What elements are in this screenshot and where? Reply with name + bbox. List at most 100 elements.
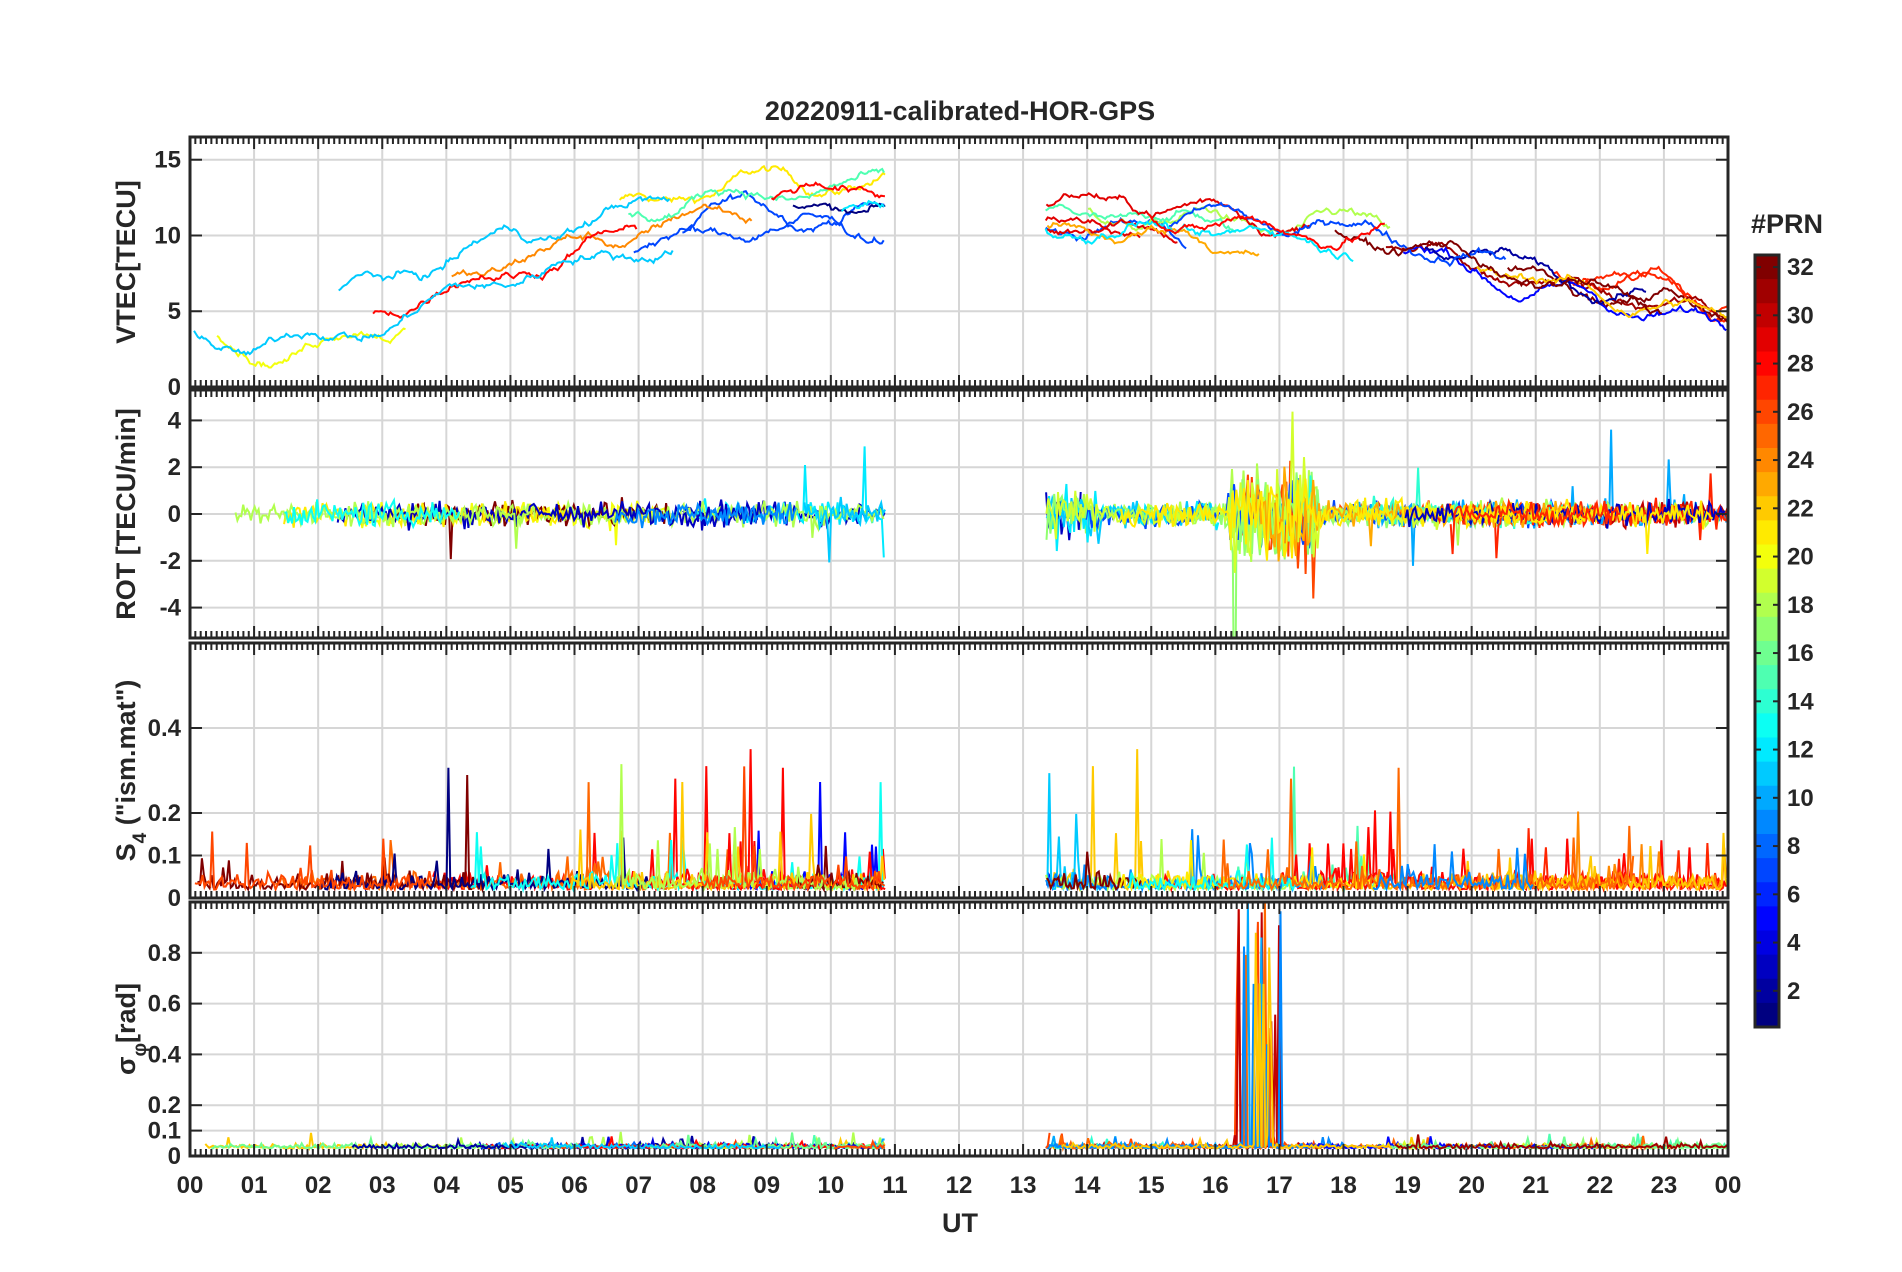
prn-trace (451, 203, 753, 278)
y-tick-label: 0.4 (148, 1041, 182, 1068)
y-tick-label: 0.2 (148, 1092, 181, 1119)
panel-rot: -4 -2 0 2 4 ROT [TECU/min] (111, 388, 1730, 640)
prn-trace (1424, 246, 1647, 305)
colorbar-tick-label: 30 (1787, 302, 1814, 329)
prn-trace (614, 764, 861, 893)
prn-trace (792, 202, 886, 215)
y-tick-label: 10 (154, 222, 181, 249)
chart-title: 20220911-calibrated-HOR-GPS (765, 96, 1155, 126)
x-axis-title: UT (942, 1208, 978, 1238)
x-tick-label: 23 (1651, 1172, 1678, 1199)
prn-trace (1507, 265, 1728, 323)
prn-trace (1334, 229, 1663, 316)
x-tick-label: 08 (689, 1172, 716, 1199)
colorbar-tick-label: 4 (1787, 930, 1801, 957)
prn-trace (1573, 265, 1728, 324)
series-traces (204, 902, 1728, 1153)
colorbar-swatch (1755, 327, 1779, 353)
panel-s4: 0 0.1 0.2 0.4S4 ("ism.mat") (111, 641, 1730, 912)
colorbar-tick-label: 18 (1787, 592, 1814, 619)
colorbar-title: #PRN (1751, 209, 1823, 239)
colorbar-swatch (1755, 809, 1779, 835)
y-tick-label: 0.1 (148, 1118, 181, 1145)
colorbar-tick-label: 16 (1787, 640, 1814, 667)
prn-trace (803, 496, 886, 563)
prn-trace (1045, 192, 1311, 239)
prn-trace (770, 181, 886, 201)
y-tick-label: 0.2 (148, 800, 181, 827)
x-tick-label: 00 (1715, 1172, 1742, 1199)
colorbar-tick-label: 26 (1787, 399, 1814, 426)
prn-trace (194, 831, 433, 893)
x-tick-label: 20 (1458, 1172, 1485, 1199)
x-axis-tick-labels: 00 01 02 03 04 05 06 07 08 09 10 11 12 13 14 15 16 17 18 19… (177, 1172, 1742, 1199)
colorbar-tick-label: 14 (1787, 688, 1814, 715)
x-tick-label: 00 (177, 1172, 204, 1199)
colorbar-swatch (1755, 375, 1779, 401)
colorbar-tick-label: 8 (1787, 833, 1800, 860)
x-tick-label: 01 (241, 1172, 268, 1199)
colorbar-tick-label: 32 (1787, 254, 1814, 281)
series-traces (234, 411, 1728, 638)
colorbar-swatch (1755, 858, 1779, 883)
y-tick-label: 2 (168, 454, 181, 481)
colorbar-swatch (1755, 761, 1779, 787)
prn-trace (336, 499, 764, 531)
x-tick-label: 10 (817, 1172, 844, 1199)
series-traces (193, 164, 1728, 369)
prn-trace (372, 224, 638, 319)
colorbar-tick-label: 28 (1787, 351, 1814, 378)
y-tick-label: 0 (168, 1143, 181, 1170)
colorbar-tick-label: 6 (1787, 881, 1800, 908)
y-axis-title: VTEC[TECU] (111, 180, 141, 344)
y-tick-label: -2 (160, 548, 181, 575)
prn-trace (1449, 499, 1620, 555)
prn-trace (1372, 844, 1534, 893)
colorbar-tick-label: 24 (1787, 447, 1814, 474)
prn-trace (700, 766, 886, 893)
prn-trace (1168, 201, 1507, 268)
x-tick-label: 07 (625, 1172, 652, 1199)
prn-trace (633, 212, 885, 254)
prn-trace (1060, 932, 1426, 1151)
x-tick-label: 03 (369, 1172, 396, 1199)
x-tick-label: 11 (882, 1172, 907, 1199)
x-tick-label: 22 (1586, 1172, 1613, 1199)
prn-trace (841, 199, 885, 212)
colorbar-tick-label: 12 (1787, 737, 1814, 764)
prn-trace (1471, 832, 1728, 893)
prn-trace (1476, 265, 1728, 319)
y-tick-label: -4 (160, 595, 182, 622)
prn-trace (1147, 213, 1386, 252)
x-tick-label: 13 (1010, 1172, 1037, 1199)
x-tick-label: 02 (305, 1172, 332, 1199)
prn-trace (1046, 851, 1142, 892)
prn-trace (1044, 219, 1354, 263)
colorbar-swatch (1755, 1002, 1779, 1028)
prn-trace (614, 501, 797, 529)
prn-trace (1561, 811, 1728, 893)
prn-trace (834, 1138, 886, 1150)
prn-trace (1045, 1132, 1051, 1149)
colorbar-tick-label: 22 (1787, 495, 1814, 522)
colorbar-tick-label: 20 (1787, 544, 1814, 571)
y-tick-label: 0 (168, 885, 181, 912)
y-tick-label: 0 (168, 501, 181, 528)
prn-trace (1449, 497, 1728, 559)
y-tick-label: 0.8 (148, 940, 181, 967)
prn-trace (1046, 221, 1260, 257)
y-tick-label: 0.1 (148, 843, 181, 870)
colorbar-tick-label: 2 (1787, 978, 1800, 1005)
y-tick-label: 15 (154, 147, 181, 174)
prn-trace (503, 1137, 782, 1151)
colorbar-swatch (1755, 954, 1779, 980)
x-tick-label: 19 (1394, 1172, 1421, 1199)
x-tick-label: 16 (1202, 1172, 1229, 1199)
x-tick-label: 15 (1138, 1172, 1165, 1199)
prn-trace (193, 249, 674, 356)
x-tick-label: 06 (561, 1172, 588, 1199)
prn-trace (628, 167, 885, 223)
x-tick-label: 09 (753, 1172, 780, 1199)
